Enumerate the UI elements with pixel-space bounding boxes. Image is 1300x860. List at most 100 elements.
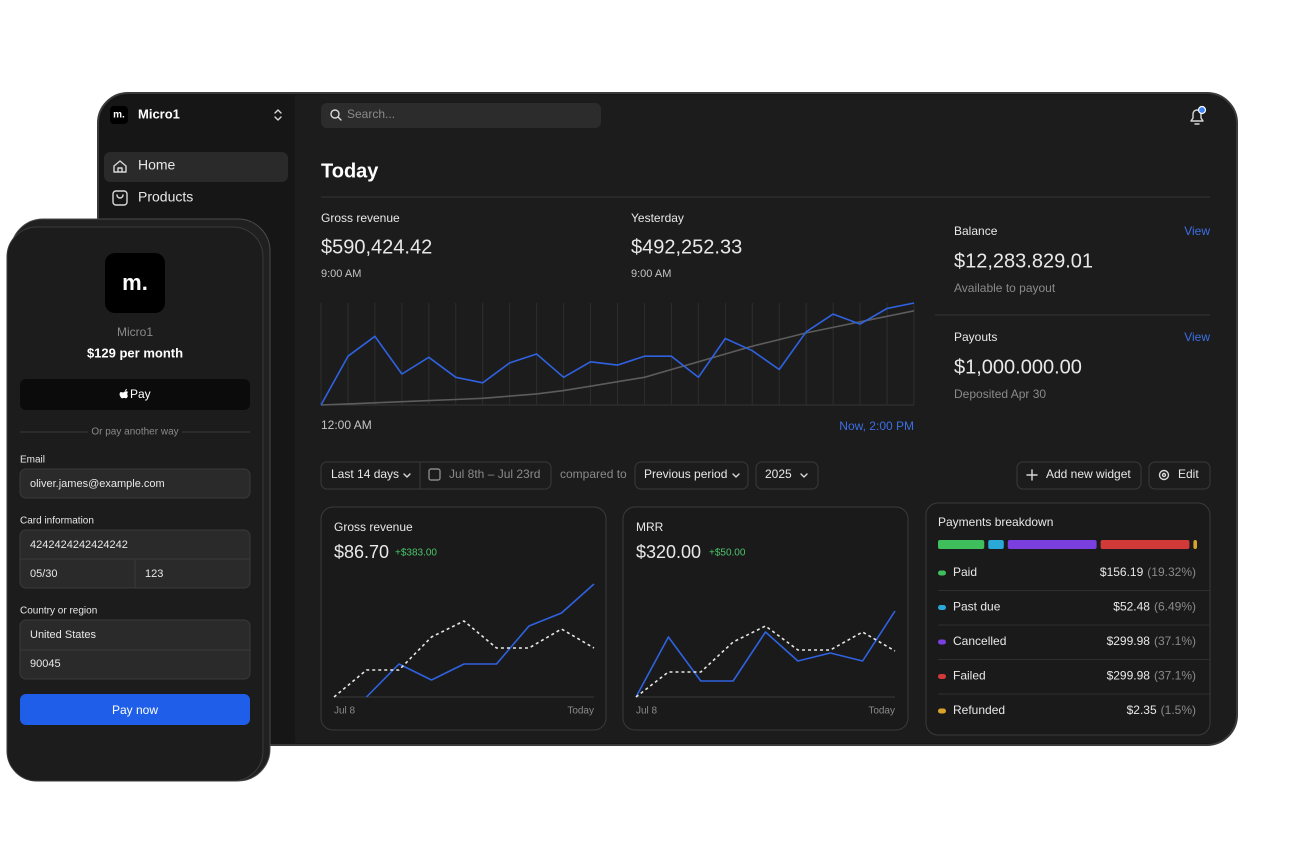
summary-time: 9:00 AM [631,268,671,280]
view-link[interactable]: View [1184,330,1210,344]
payments-card [925,502,1211,736]
summary-value: $492,252.33 [631,236,742,258]
search-box[interactable] [321,103,601,128]
x-label: Today [567,706,594,717]
x-label: Jul 8 [636,706,658,717]
edit-button[interactable] [1148,461,1211,490]
summary-time: 9:00 AM [321,268,361,280]
period-text[interactable]: Previous period [644,467,727,481]
balance-label: Payouts [954,330,997,344]
line-series [320,310,915,406]
compared-text: compared to [560,467,627,481]
percent: (19.32%) [1147,565,1196,579]
merchant-logo-text: m. [122,270,148,295]
card-number[interactable]: 4242424242424242 [30,539,128,551]
search-placeholder[interactable]: Search... [347,107,395,121]
breakdown-segment [938,540,985,549]
widget-change: +$50.00 [709,548,746,559]
card-expiry[interactable]: 05/30 [30,568,58,580]
balance-value: $1,000.000.00 [954,356,1082,378]
balance-label: Balance [954,224,998,238]
checkout-phone: m. Micro1 $129 per month Pay Or pay anot… [6,218,271,782]
add-widget-button[interactable] [1016,461,1142,490]
search-icon [330,109,340,119]
apple-pay-text[interactable]: Pay [130,387,151,401]
breakdown-segment [1100,540,1190,549]
x-label: Now, 2:00 PM [839,419,914,433]
bell-icon[interactable] [1190,109,1204,125]
nav-active[interactable] [104,152,288,182]
status-amount: $2.35 (1.5%) [1127,703,1196,717]
page-title: Today [321,160,379,182]
pay-now-text[interactable]: Pay now [112,703,158,717]
pay-now-button[interactable] [20,694,250,725]
widget-card [320,506,607,731]
summary-label: Gross revenue [321,211,400,225]
email-input[interactable] [19,468,251,499]
status-name: Paid [953,565,977,579]
chevron [732,473,740,478]
apple-icon [119,389,128,399]
nav-item[interactable]: Home [138,157,176,173]
widget-change: +$383.00 [395,548,437,559]
status-dot [938,639,946,645]
payments-breakdown: Paid $156.19 (19.32%) Past due $52.48 (6.49%)… [938,540,1210,717]
amount: $2.35 [1127,703,1157,717]
status-dot [938,570,946,576]
x-label: Jul 8 [334,706,356,717]
price: $129 per month [87,345,183,360]
period-filter[interactable] [634,461,749,490]
add-widget-text[interactable]: Add new widget [1046,467,1131,481]
widget-title: Gross revenue [334,520,413,534]
status-dot [938,708,946,714]
apple-pay-button[interactable] [20,379,250,410]
year-filter[interactable] [755,461,819,490]
widget-title: MRR [636,520,664,534]
chevron [403,473,411,478]
field-label: Country or region [20,606,97,617]
calendar-icon [428,468,441,481]
plus-icon [1026,469,1038,481]
date-range[interactable]: Jul 8th – Jul 23rd [449,467,540,481]
card-cvc[interactable]: 123 [145,568,163,580]
line-series [320,302,915,406]
logo-text: m. [113,110,125,121]
zip-value[interactable]: 90045 [30,658,61,670]
edit-text[interactable]: Edit [1178,467,1199,481]
amount: $156.19 [1100,565,1144,579]
notification-dot [1197,105,1207,115]
chevron [800,473,808,478]
divider-text: Or pay another way [91,427,178,438]
view-link[interactable]: View [1184,224,1210,238]
status-amount: $299.98 (37.1%) [1107,669,1196,683]
x-label: 12:00 AM [321,418,372,432]
summary-label: Yesterday [631,211,684,225]
summary-value: $590,424.42 [321,236,432,258]
email-value[interactable]: oliver.james@example.com [30,478,165,490]
field-label: Email [20,455,45,466]
breakdown-segment [988,540,1004,549]
workspace-name[interactable]: Micro1 [138,106,180,121]
range-filter[interactable] [320,461,552,490]
year-text[interactable]: 2025 [765,467,792,481]
field-label: Card information [20,516,94,527]
gear-icon-center [1161,472,1167,478]
country-value[interactable]: United States [30,629,97,641]
range-text[interactable]: Last 14 days [331,467,399,481]
status-amount: $52.48 (6.49%) [1113,600,1196,614]
nav-item[interactable]: Products [138,189,193,205]
switcher-icon[interactable] [274,109,282,121]
merchant-logo [105,253,165,313]
balance-value: $12,283.829.01 [954,250,1093,272]
widget-value: $86.70 [334,542,389,562]
status-dot [938,674,946,679]
x-label: Today [868,706,895,717]
line-series [333,620,595,698]
status-amount: $299.98 (37.1%) [1107,634,1196,648]
home-icon [113,160,127,173]
widget-value: $320.00 [636,542,701,562]
revenue-chart [320,302,915,406]
payments-title: Payments breakdown [938,515,1053,529]
widget-card [622,506,909,731]
